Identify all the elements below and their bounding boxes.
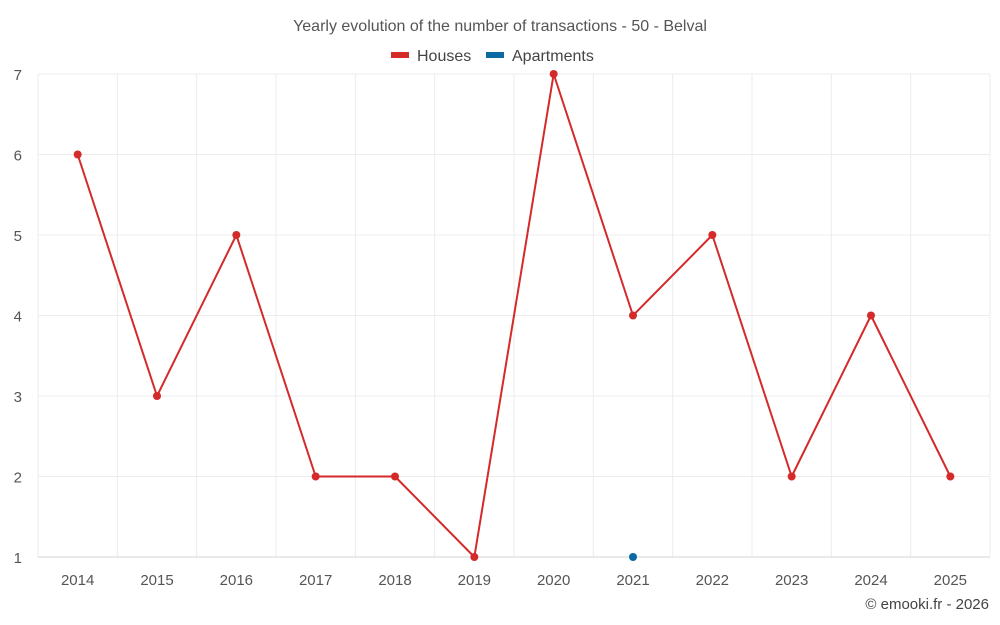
x-tick-label-2020: 2020 [537,572,570,589]
series-apartments [629,553,637,561]
legend[interactable]: Houses Apartments [391,48,594,65]
y-tick-label: 5 [14,228,22,245]
x-tick-label-2018: 2018 [378,572,411,589]
data-point-houses-2024[interactable] [867,311,875,320]
series-houses [73,70,955,561]
data-point-houses-2019[interactable] [470,553,479,561]
x-tick-label-2021: 2021 [616,572,649,589]
x-tick-label-2025: 2025 [934,572,967,589]
y-tick-label: 3 [14,389,22,406]
x-tick-label-2024: 2024 [854,572,887,589]
chart-title: Yearly evolution of the number of transa… [293,18,707,35]
x-tick-label-2015: 2015 [140,572,173,589]
x-tick-label-2016: 2016 [220,572,253,589]
data-point-houses-2022[interactable] [708,231,717,239]
data-point-houses-2021[interactable] [629,311,637,320]
y-tick-label: 4 [14,309,22,326]
y-axis: 1 2 3 4 5 6 7 [14,67,22,567]
x-axis: 2014 2015 2016 2017 2018 2019 2020 2021 2022 2023… [38,556,990,589]
credit-text: © emooki.fr - 2026 [865,596,989,613]
legend-label-apartments: Apartments [512,48,594,65]
data-point-houses-2015[interactable] [153,392,161,400]
y-tick-label: 1 [14,550,22,567]
y-tick-label: 7 [14,67,22,84]
data-point-houses-2016[interactable] [232,231,241,239]
data-point-houses-2018[interactable] [391,472,399,481]
data-point-houses-2014[interactable] [73,150,82,159]
data-point-houses-2020[interactable] [549,70,558,78]
x-tick-label-2023: 2023 [775,572,808,589]
x-tick-label-2014: 2014 [61,572,94,589]
data-point-houses-2023[interactable] [787,472,796,481]
series-line-houses [76,73,952,558]
legend-item-houses[interactable]: Houses [391,48,471,65]
x-tick-label-2022: 2022 [696,572,729,589]
legend-swatch-houses [391,52,409,58]
data-point-houses-2017[interactable] [311,472,320,481]
data-point-houses-2025[interactable] [946,472,955,481]
x-tick-label-2017: 2017 [299,572,332,589]
series [73,70,955,561]
x-tick-label-2019: 2019 [458,572,491,589]
legend-item-apartments[interactable]: Apartments [486,48,594,65]
legend-swatch-apartments [486,52,504,58]
data-point-apartments-2021[interactable] [629,553,637,561]
y-tick-label: 2 [14,470,22,487]
legend-label-houses: Houses [417,48,471,65]
y-tick-label: 6 [14,148,22,165]
